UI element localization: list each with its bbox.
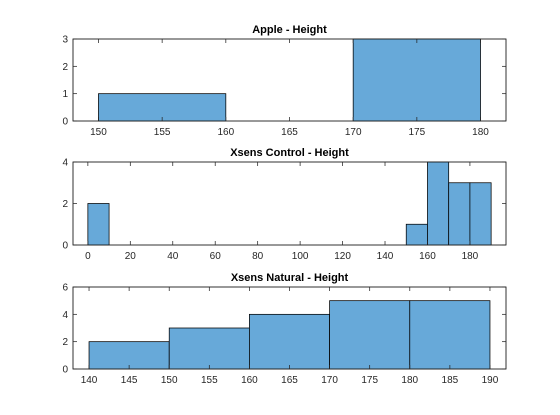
x-tick-label: 160 [217, 127, 234, 138]
histogram-bar [168, 327, 250, 370]
x-tick-label: 80 [252, 251, 264, 262]
x-tick-label: 100 [292, 251, 309, 262]
x-tick-label: 175 [409, 127, 426, 138]
histogram-bar [405, 223, 428, 246]
histogram-bar [352, 38, 481, 122]
x-tick-label: 0 [85, 251, 91, 262]
x-tick-label: 145 [121, 375, 138, 386]
y-tick-label: 0 [62, 117, 68, 128]
y-tick-label: 4 [62, 310, 68, 321]
x-tick-label: 150 [161, 375, 178, 386]
y-tick-label: 0 [62, 365, 68, 376]
x-tick-label: 155 [201, 375, 218, 386]
y-tick-label: 6 [62, 283, 68, 294]
y-tick-label: 2 [62, 337, 68, 348]
y-tick-label: 0 [62, 241, 68, 252]
x-tick-label: 175 [361, 375, 378, 386]
histogram-bar [427, 161, 450, 246]
histogram-bar [98, 93, 227, 122]
histogram-bar [329, 300, 411, 370]
chart-title: Xsens Natural - Height [231, 272, 349, 284]
x-tick-label: 185 [442, 375, 459, 386]
chart-title: Apple - Height [252, 24, 327, 36]
x-tick-label: 120 [334, 251, 351, 262]
x-tick-label: 160 [241, 375, 258, 386]
x-tick-label: 155 [154, 127, 171, 138]
y-tick-label: 2 [62, 62, 68, 73]
subplot-2: 0 20 40 60 80 100 120 140 160 180 0 2 4 Xsens Control… [62, 147, 507, 262]
histogram-bar [249, 313, 330, 370]
x-tick-label: 150 [90, 127, 107, 138]
x-tick-label: 170 [345, 127, 362, 138]
histogram-bar [88, 341, 170, 370]
x-tick-label: 40 [167, 251, 179, 262]
x-tick-label: 140 [81, 375, 98, 386]
histogram-bar [448, 182, 471, 246]
y-tick-label: 2 [62, 199, 68, 210]
x-tick-label: 160 [419, 251, 436, 262]
x-tick-label: 165 [281, 127, 298, 138]
y-tick-label: 1 [62, 89, 68, 100]
x-tick-label: 180 [472, 127, 489, 138]
x-tick-label: 60 [210, 251, 222, 262]
x-tick-label: 140 [377, 251, 394, 262]
x-tick-label: 165 [281, 375, 298, 386]
x-tick-label: 180 [462, 251, 479, 262]
x-tick-label: 180 [401, 375, 418, 386]
x-tick-label: 20 [125, 251, 137, 262]
y-tick-label: 3 [62, 35, 68, 46]
x-tick-label: 190 [482, 375, 499, 386]
subplot-3: 140 145 150 155 160 165 170 175 180 185 190 0 2 4 6 Xse… [62, 272, 507, 386]
subplot-1: 150 155 160 165 170 175 180 0 1 2 3 Apple - Height [62, 24, 507, 138]
x-tick-label: 170 [321, 375, 338, 386]
histogram-bar [409, 300, 491, 370]
y-tick-label: 4 [62, 158, 68, 169]
chart-title: Xsens Control - Height [230, 147, 349, 159]
histogram-bar [87, 203, 110, 246]
histogram-bar [469, 182, 492, 246]
